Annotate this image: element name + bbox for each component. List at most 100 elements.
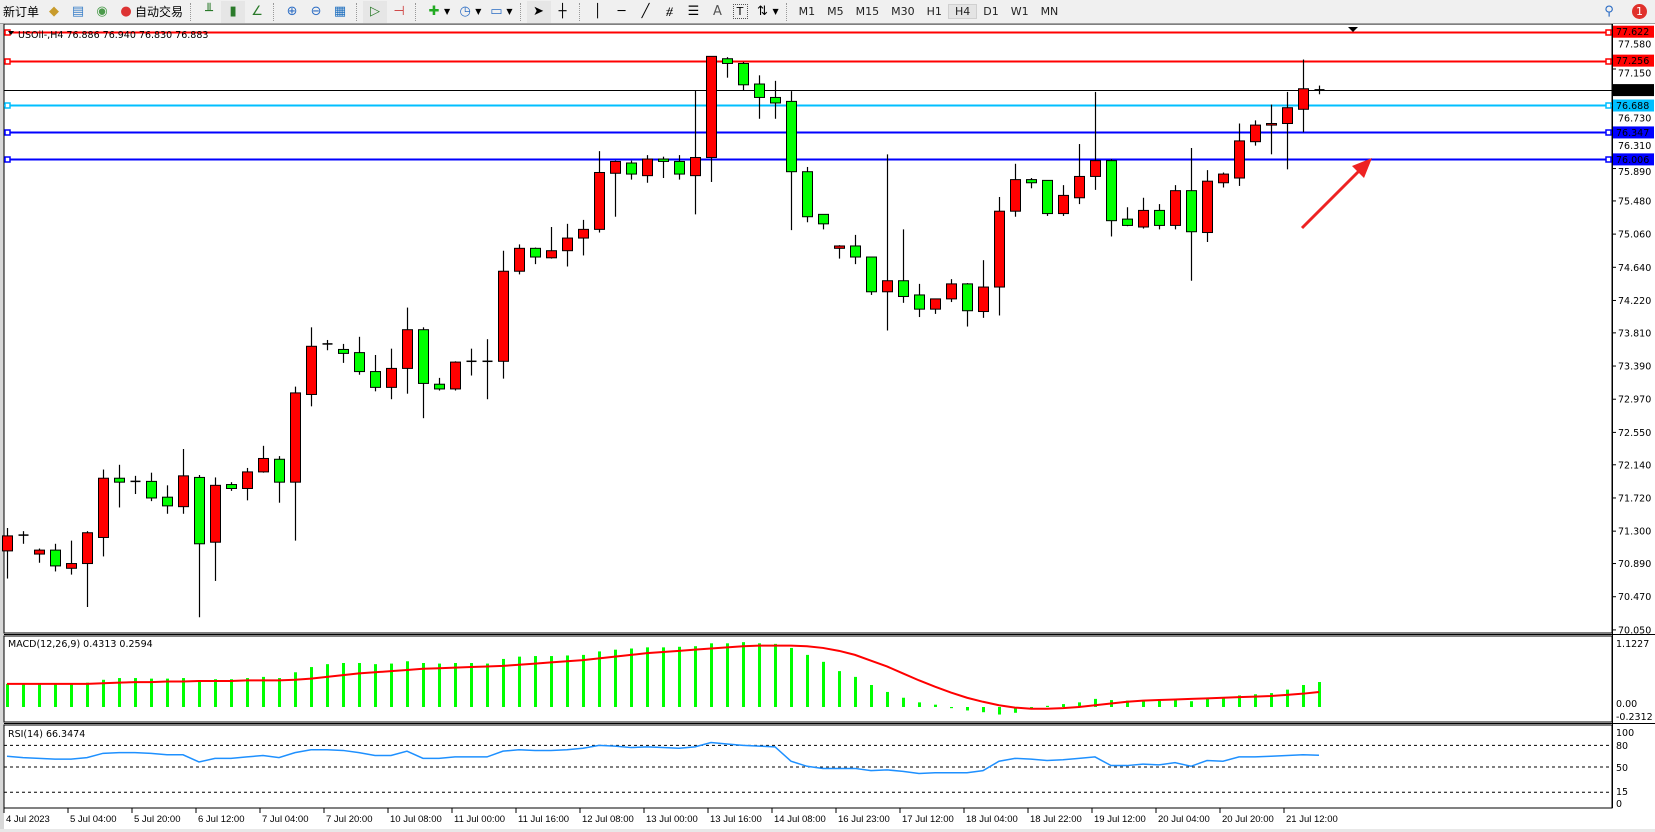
fibonacci-expansion-button[interactable]: ⧣ [658,1,682,23]
candle-body [530,247,541,258]
macd-bar [294,672,297,707]
candle-body [194,476,205,545]
candle [2,527,13,579]
candle-body [642,158,653,177]
candle-body [1058,194,1069,215]
candle-body [50,549,61,567]
timeframe-m15[interactable]: M15 [855,5,880,18]
line-chart-button[interactable]: ∠ [245,1,269,23]
macd-bar [854,676,857,707]
price-axis-label: 72.970 [1618,395,1651,406]
timeframe-m1[interactable]: M1 [798,5,816,18]
periods-button[interactable]: ◷ ▼ [453,1,484,23]
candle-body [818,213,829,225]
candle-body [802,171,813,218]
candle [1298,59,1309,133]
macd-bar [1222,697,1225,707]
candle [594,151,605,233]
toolbar-separator [785,2,789,21]
price-axis-label: 73.810 [1618,328,1651,339]
macd-bar [134,678,137,707]
fibonacci-retracement-button[interactable]: ☰ [682,1,706,23]
navigator-button[interactable]: ◉ [90,1,114,23]
macd-bar [150,678,153,707]
candle [1218,172,1229,188]
time-axis-label: 21 Jul 12:00 [1286,814,1338,825]
bottom-edge [0,829,1655,832]
macd-bar [1142,700,1145,707]
fibonacci-expansion-icon: ⧣ [665,3,674,19]
timeframe-m30[interactable]: M30 [891,5,915,18]
candlestick-button[interactable]: ▮ [221,0,246,23]
candle [1106,159,1117,237]
tile-windows-button[interactable]: ▦ [328,1,352,23]
chart-shift-button[interactable]: ⊣ [387,1,411,23]
market-watch-button[interactable]: ◆ [42,1,66,23]
candle-body [434,383,445,390]
new-order-button[interactable]: 新订单 [0,1,42,23]
price-level-tag [1613,126,1654,139]
timeframe-h1[interactable]: H1 [926,5,942,18]
candle [130,475,141,495]
candle-body [610,160,621,174]
crosshair-button[interactable]: ┼ [551,1,575,23]
price-axis-label: 77.150 [1618,69,1651,80]
line-chart-icon: ∠ [251,3,263,19]
toolbar-separator [519,2,523,21]
candle-body [562,237,573,252]
trendline-button[interactable]: ╱ [634,1,658,23]
auto-trading-icon: ● [120,3,132,19]
macd-bar [1126,700,1129,707]
templates-button[interactable]: ▭ ▼ [484,1,515,23]
candle [146,472,157,502]
macd-bar [1206,698,1209,707]
price-axis-label: 75.060 [1618,230,1651,241]
candle-body [450,361,461,390]
text-button[interactable]: A [706,1,730,23]
arrows-button[interactable]: ⇅ ▼ [751,1,782,23]
timeframe-w1[interactable]: W1 [1010,5,1029,18]
search-icon[interactable]: ⚲ [1604,3,1614,19]
time-axis-label: 4 Jul 2023 [6,814,50,825]
price-level-label: 76.883 [1616,86,1649,97]
text-label-icon: T [732,4,748,19]
zoom-in-button[interactable]: ⊕ [280,1,304,23]
text-label-button[interactable]: T [730,1,751,23]
vertical-line-button[interactable]: │ [586,1,610,23]
auto-trading-button[interactable]: ● 自动交易 [114,1,186,23]
horizontal-line-button[interactable]: ─ [610,1,634,23]
candle-body [978,286,989,313]
candle [338,343,349,363]
timeframe-d1[interactable]: D1 [983,5,999,18]
candle [866,256,877,295]
macd-bar [326,664,329,707]
macd-bar [70,683,73,707]
new-chart-button[interactable]: ✚ ▼ [422,1,453,23]
macd-bar [22,683,25,707]
auto-scroll-button[interactable]: ▷ [363,0,388,23]
time-axis-label: 5 Jul 04:00 [70,814,116,825]
macd-bar [998,707,1001,715]
candle-body [258,457,269,473]
macd-bar [1270,693,1273,707]
notifications-button[interactable]: 1 [1632,4,1647,19]
timeframe-h4[interactable]: H4 [947,4,978,19]
zoom-out-button[interactable]: ⊖ [304,1,328,23]
macd-bar [534,656,537,707]
timeframe-m5[interactable]: M5 [827,5,844,18]
macd-bar [198,680,201,707]
macd-bar [774,643,777,707]
candle-body [594,171,605,230]
line-handle [1605,129,1612,136]
candle [114,464,125,508]
bar-chart-button[interactable]: ╨ [197,1,221,23]
price-axis-label: 76.730 [1618,114,1651,125]
arrows-icon: ⇅ [757,3,768,19]
candle [210,477,221,581]
data-window-button[interactable]: ▤ [66,1,90,23]
timeframe-mn[interactable]: MN [1040,5,1059,18]
macd-signal-line [7,644,1320,710]
cursor-button[interactable]: ➤ [526,0,551,23]
macd-bar [1062,704,1065,707]
